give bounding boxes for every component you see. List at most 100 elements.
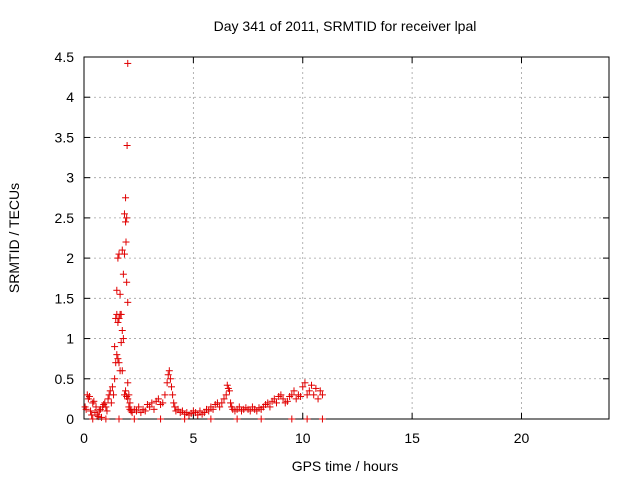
y-tick-label: 1 xyxy=(66,331,74,347)
data-point xyxy=(125,391,133,399)
data-point xyxy=(316,387,324,395)
data-point xyxy=(292,395,300,403)
x-tick-label: 5 xyxy=(189,430,197,446)
data-point xyxy=(108,383,116,391)
y-tick-label: 3 xyxy=(66,170,74,186)
data-point xyxy=(115,359,123,367)
data-point xyxy=(98,413,105,421)
data-point xyxy=(297,392,305,400)
data-point xyxy=(114,254,122,262)
data-point xyxy=(117,339,125,347)
data-point xyxy=(227,399,235,407)
data-point xyxy=(264,399,272,407)
data-point xyxy=(288,391,296,399)
data-point xyxy=(218,399,226,407)
data-point xyxy=(124,395,132,403)
data-point xyxy=(122,194,130,202)
data-point xyxy=(220,395,228,403)
data-point xyxy=(120,210,128,218)
data-point xyxy=(146,403,154,411)
data-point xyxy=(235,403,243,411)
data-point xyxy=(94,413,102,421)
data-point xyxy=(168,383,175,391)
data-point xyxy=(122,238,130,246)
x-axis-title: GPS time / hours xyxy=(292,458,399,474)
axis-ticks xyxy=(83,56,609,420)
data-point xyxy=(163,379,171,387)
data-point xyxy=(95,407,103,415)
data-point xyxy=(123,214,131,222)
data-point xyxy=(194,411,202,419)
data-point xyxy=(89,415,97,423)
y-tick-label: 2.5 xyxy=(55,210,75,226)
data-point xyxy=(113,351,121,359)
data-point xyxy=(87,407,95,415)
data-point xyxy=(164,371,172,379)
y-tick-label: 0 xyxy=(66,411,74,427)
data-point xyxy=(82,405,90,413)
data-point xyxy=(111,375,119,383)
data-point xyxy=(118,367,126,375)
y-tick-label: 3.5 xyxy=(55,129,75,145)
data-point xyxy=(130,415,138,423)
data-point xyxy=(119,270,127,278)
y-tick-label: 0.5 xyxy=(55,371,75,387)
data-point xyxy=(133,407,140,415)
data-point xyxy=(308,381,315,389)
data-point xyxy=(101,399,109,407)
data-point xyxy=(150,405,158,413)
y-tick-label: 4 xyxy=(66,89,74,105)
data-point xyxy=(115,415,123,423)
data-points xyxy=(81,59,326,423)
x-tick-label: 20 xyxy=(514,430,530,446)
y-axis-title: SRMTID / TECUs xyxy=(6,183,22,293)
data-point xyxy=(115,314,123,322)
data-point xyxy=(122,218,130,226)
data-point xyxy=(299,383,307,391)
data-point xyxy=(122,387,130,395)
data-point xyxy=(85,392,93,400)
plot-frame xyxy=(83,56,610,420)
y-tick-label: 2 xyxy=(66,250,74,266)
data-point xyxy=(283,397,291,405)
data-point xyxy=(165,367,173,375)
data-point xyxy=(135,403,143,411)
data-point xyxy=(318,415,326,423)
y-tick-label: 4.5 xyxy=(55,49,75,65)
x-tick-labels: 0 5 10 15 20 xyxy=(80,430,529,446)
data-point xyxy=(318,391,326,399)
data-point xyxy=(290,387,298,395)
data-point xyxy=(288,415,296,423)
data-point xyxy=(92,403,100,411)
data-point xyxy=(216,403,224,411)
y-tick-labels: 0 0.5 1 1.5 2 2.5 3 3.5 4 4.5 xyxy=(55,49,75,427)
data-point xyxy=(257,415,265,423)
data-point xyxy=(161,391,169,399)
data-point xyxy=(303,415,311,423)
data-point xyxy=(277,391,285,399)
data-point xyxy=(312,384,320,392)
data-point xyxy=(123,278,131,286)
data-point xyxy=(102,403,110,411)
data-point xyxy=(246,407,254,415)
data-point xyxy=(169,391,177,399)
x-tick-label: 10 xyxy=(295,430,311,446)
data-point xyxy=(301,379,309,387)
data-point xyxy=(90,397,98,405)
data-point xyxy=(209,405,217,413)
data-point xyxy=(148,399,156,407)
data-point xyxy=(314,395,322,403)
data-point xyxy=(114,318,122,326)
data-point xyxy=(159,399,167,407)
data-point xyxy=(104,395,112,403)
data-point xyxy=(225,387,233,395)
data-point xyxy=(279,395,287,403)
data-point xyxy=(205,407,213,415)
x-tick-label: 15 xyxy=(404,430,420,446)
data-point xyxy=(273,399,280,407)
data-point xyxy=(310,391,318,399)
data-point xyxy=(141,407,149,415)
grid-lines xyxy=(84,57,609,419)
data-point xyxy=(181,415,189,423)
data-point xyxy=(119,335,127,343)
